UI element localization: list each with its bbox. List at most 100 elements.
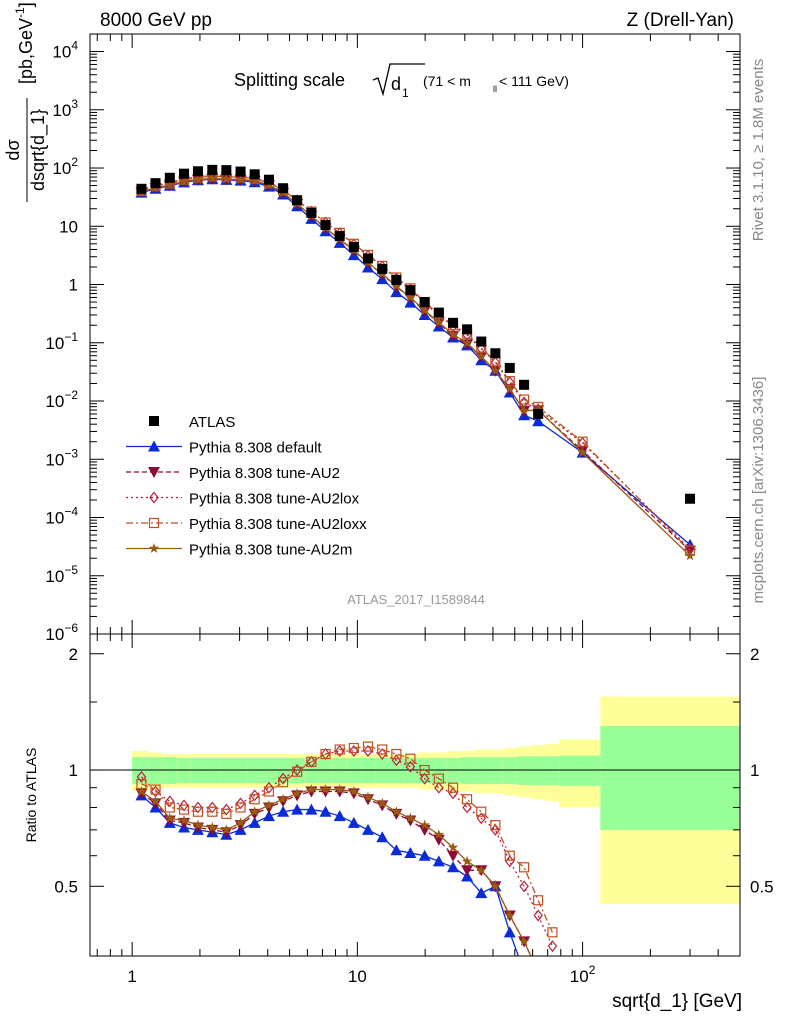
uncertainty-band-inner [545, 756, 560, 785]
legend-label: Pythia 8.308 tune-AU2loxx [189, 516, 367, 533]
title-subscript: 1 [402, 86, 409, 100]
ratio-point-au2lox [462, 801, 472, 814]
legend-label: Pythia 8.308 default [189, 440, 322, 457]
series-point-au2m [684, 550, 696, 561]
ratio-point-au2loxx [377, 744, 388, 755]
ratio-point-au2loxx [277, 777, 289, 788]
ratio-point-default [305, 803, 318, 815]
ratio-point-au2lox [547, 940, 558, 953]
ratio-point-au2loxx [320, 748, 331, 760]
ratio-point-au2loxx [461, 794, 473, 805]
ratio-point-au2loxx [249, 794, 260, 805]
ratio-point-au2m [192, 819, 204, 830]
ratio-point-au2m [476, 864, 487, 875]
uncertainty-band-inner [148, 757, 163, 785]
atlas-point [433, 307, 444, 318]
atlas-point [235, 166, 246, 177]
ratio-point-default [319, 805, 332, 817]
legend-label: ATLAS [189, 414, 235, 431]
ratio-y-tick-label: 1 [69, 761, 78, 780]
y-tick-label: 10−5 [45, 563, 78, 586]
sqrt-symbol [372, 63, 425, 97]
atlas-point [504, 362, 515, 373]
ratio-point-au2m [150, 795, 161, 806]
ratio-point-au2lox [349, 745, 359, 757]
ratio-point-au2lox [136, 770, 147, 783]
ratio-point-default [532, 997, 544, 1008]
ratio-y-tick-label-right: 0.5 [750, 877, 774, 896]
ratio-point-au2loxx [490, 820, 501, 831]
ratio-point-au2m [207, 822, 218, 832]
ratio-point-default [376, 831, 389, 843]
rivet-label: Rivet 3.1.10, ≥ 1.8M events [750, 59, 767, 242]
atlas-point [348, 242, 359, 253]
ratio-point-au2loxx [263, 786, 275, 797]
ratio-point-au2 [447, 850, 460, 862]
ratio-point-default [432, 855, 445, 867]
ratio-point-au2lox [405, 760, 416, 773]
y-label-numerator: dσ [3, 139, 23, 160]
atlas-point [363, 253, 374, 264]
ratio-point-au2loxx [519, 862, 530, 873]
ratio-point-au2m [547, 997, 558, 1007]
ratio-point-au2loxx [547, 927, 558, 938]
ratio-point-au2lox [207, 801, 218, 814]
ratio-point-au2m [504, 910, 515, 920]
legend-label: Pythia 8.308 tune-AU2m [189, 542, 352, 559]
atlas-point [179, 168, 190, 179]
ratio-y-tick-label: 0.5 [54, 877, 78, 896]
ratio-point-au2 [546, 998, 558, 1009]
atlas-point [221, 165, 232, 176]
ratio-point-au2lox [278, 772, 288, 785]
ratio-point-au2m [348, 786, 360, 796]
legend-label: Pythia 8.308 tune-AU2lox [189, 491, 360, 508]
ratio-panel: 1 10 102 2 2 1 1 0.5 0.5 [54, 633, 774, 1009]
title-range-right: < 111 GeV) [499, 73, 569, 89]
ratio-point-au2lox [264, 781, 274, 794]
ratio-point-au2lox [292, 764, 302, 776]
title-symbol: d [391, 74, 401, 94]
legend-entry-default: Pythia 8.308 default [126, 440, 322, 457]
ratio-point-default [404, 846, 417, 858]
legend-marker-au2loxx [148, 517, 160, 529]
ratio-point-au2loxx [433, 773, 444, 784]
series-point-au2loxx [519, 394, 530, 405]
ratio-point-default [390, 844, 403, 856]
y-tick-label: 10−3 [45, 446, 78, 469]
atlas-point [391, 274, 402, 285]
legend-entry-au2lox: Pythia 8.308 tune-AU2lox [126, 491, 360, 508]
ratio-point-default [262, 810, 275, 822]
atlas-point [164, 172, 175, 183]
ratio-point-au2m [164, 812, 175, 823]
atlas-point [448, 317, 459, 328]
ratio-point-default [503, 926, 516, 938]
series-point-default [532, 415, 545, 427]
atlas-point [377, 263, 388, 274]
ratio-point-au2m [320, 784, 331, 794]
ratio-point-au2m [291, 787, 303, 798]
ratio-point-default [347, 816, 360, 828]
ratio-point-default [333, 810, 346, 822]
x-tick-label: 10 [348, 967, 367, 986]
series-point-au2m [235, 174, 246, 184]
legend-label: Pythia 8.308 tune-AU2 [189, 465, 340, 482]
atlas-point [207, 164, 218, 175]
series-point-au2m [192, 174, 204, 184]
series-point-au2m [405, 291, 416, 302]
ratio-point-au2loxx [447, 782, 459, 793]
process-label: Z (Drell-Yan) [627, 10, 734, 31]
ratio-point-au2m [461, 855, 473, 866]
ratio-point-default [362, 823, 375, 835]
series-point-au2m [476, 351, 487, 361]
ratio-point-au2lox [193, 801, 203, 814]
ratio-point-au2m [334, 784, 345, 794]
legend-marker-atlas [149, 416, 159, 426]
ratio-point-au2loxx [533, 895, 544, 906]
series-point-au2m [490, 365, 501, 376]
ratio-point-au2m [405, 812, 416, 823]
uncertainty-band-inner [502, 757, 517, 785]
series-point-au2m [207, 173, 218, 183]
uncertainty-band-inner [162, 757, 177, 785]
atlas-point [136, 183, 147, 194]
